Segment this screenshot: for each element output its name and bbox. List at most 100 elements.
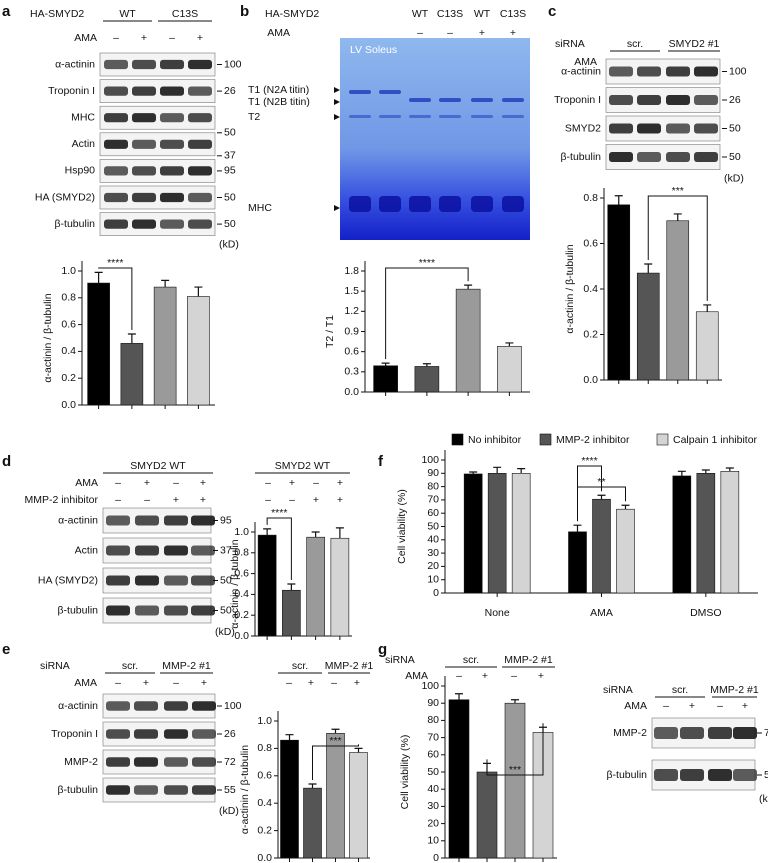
blot-frame (99, 185, 216, 210)
blot-row-label: Actin (72, 138, 96, 150)
header-label: siRNA (555, 38, 585, 50)
mw-label: 50 (729, 122, 741, 134)
blot-band (188, 219, 212, 229)
y-tick-label: 0.3 (344, 366, 359, 378)
gel-band (379, 115, 401, 118)
blot-band (104, 86, 128, 96)
band-arrow (334, 99, 340, 105)
significance-label: ** (597, 476, 605, 488)
group-label: SMYD2 WT (275, 460, 331, 472)
mw-label: 26 (224, 85, 236, 97)
significance-label: *** (509, 764, 521, 776)
blot-band (733, 727, 757, 739)
blot-band (135, 575, 159, 586)
error-bar (677, 470, 686, 476)
y-tick-label: 100 (421, 454, 439, 466)
blot-band (188, 113, 212, 123)
group-label: MMP-2 #1 (504, 654, 553, 666)
blot-band (680, 727, 704, 739)
blot-band (188, 139, 212, 149)
blot-band (654, 727, 678, 739)
y-tick-label: 1.0 (61, 265, 76, 277)
blot-band (106, 575, 130, 586)
bar (326, 733, 345, 859)
condition-sign: – (173, 477, 179, 489)
blot-band (192, 785, 216, 795)
group-label: WT (119, 8, 136, 20)
group-label: scr. (292, 660, 308, 672)
y-tick-label: 0.0 (234, 630, 249, 642)
blot-band (132, 113, 156, 123)
blot-band (637, 123, 661, 134)
y-tick-label: 90 (427, 697, 439, 709)
group-label: scr. (122, 660, 138, 672)
error-bar (621, 504, 630, 510)
gel-label: LV Soleus (350, 44, 397, 56)
blot-band (132, 59, 156, 70)
blot-row-label: MHC (71, 111, 95, 123)
condition-sign: – (717, 700, 723, 712)
error-bar (161, 279, 170, 288)
bar (303, 787, 322, 859)
error-bar (263, 528, 272, 536)
error-bar (469, 471, 478, 474)
blot-row-label: β-tubulin (607, 769, 648, 781)
blot-band (135, 515, 159, 526)
y-tick-label: 1.8 (344, 265, 359, 277)
condition-sign: – (115, 477, 121, 489)
error-bar (725, 467, 734, 472)
y-axis-label: Cell viability (%) (396, 489, 408, 564)
bar (455, 288, 481, 393)
blot-frame (99, 79, 216, 103)
significance-label: **** (271, 507, 287, 519)
y-axis-label: T2 / T1 (324, 315, 336, 348)
blot-band (164, 545, 188, 556)
error-bar (597, 494, 606, 500)
condition-sign: + (354, 677, 360, 689)
blot-band (104, 59, 128, 70)
blot-row-label: HA (SMYD2) (35, 191, 95, 203)
band-label: T2 (248, 111, 260, 123)
blot-band (132, 139, 156, 149)
bar (672, 475, 692, 594)
bar (476, 771, 498, 859)
blot-band (666, 123, 690, 134)
x-tick-label: AMA (590, 607, 613, 619)
mw-label: 50 (220, 604, 232, 616)
condition-sign: – (331, 677, 337, 689)
y-tick-label: 0.0 (583, 374, 598, 386)
condition-sign: – (313, 477, 319, 489)
band-label: T1 (N2B titin) (248, 96, 310, 108)
group-label: scr. (672, 684, 688, 696)
condition-sign: – (265, 477, 271, 489)
blot-band (609, 95, 633, 105)
bar (511, 472, 531, 594)
condition-sign: + (200, 477, 206, 489)
error-bar (614, 195, 623, 205)
gel-band (349, 90, 371, 94)
significance-bracket (486, 723, 544, 776)
y-tick-label: 0.6 (257, 770, 272, 782)
group-label: SMYD2 #1 (669, 38, 720, 50)
y-tick-label: 0 (433, 852, 439, 863)
y-axis-label: α-actinin / β-tubulin (42, 293, 54, 382)
y-tick-label: 0.0 (257, 852, 272, 863)
blot-band (609, 152, 633, 162)
blot-band (134, 757, 158, 767)
blot-band (135, 605, 159, 616)
lane-label: C13S (500, 8, 526, 20)
blot-band (191, 575, 215, 586)
error-bar (505, 342, 514, 347)
y-tick-label: 0.6 (61, 318, 76, 330)
condition-sign: + (141, 32, 147, 44)
bar (720, 471, 740, 594)
gel-band (409, 98, 431, 102)
bar (592, 498, 611, 594)
mw-label: 26 (729, 94, 741, 106)
bar (666, 220, 690, 381)
gel-band (471, 196, 493, 212)
condition-sign: – (113, 32, 119, 44)
blot-row-label: β-tubulin (561, 151, 602, 163)
condition-sign: – (456, 670, 462, 682)
bar (120, 343, 144, 406)
